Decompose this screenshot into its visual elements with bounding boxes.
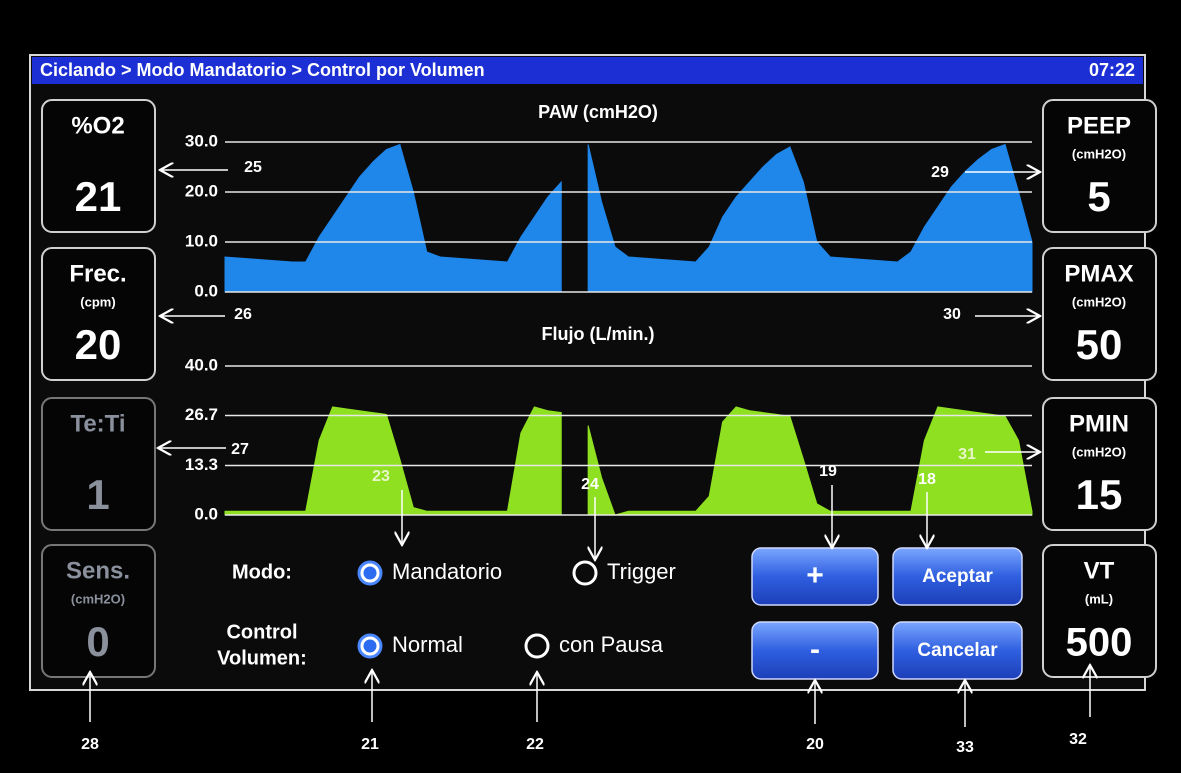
parameter-unit: (cmH2O)	[1072, 444, 1126, 459]
annotation-number: 26	[234, 306, 252, 323]
annotation-number: 24	[581, 476, 599, 493]
parameter-value: 500	[1066, 621, 1133, 665]
parameter-unit: (cpm)	[80, 294, 115, 309]
chart-title: Flujo (L/min.)	[542, 324, 655, 344]
parameter-label: Frec.	[69, 260, 126, 287]
y-tick-label: 40.0	[185, 355, 218, 374]
y-tick-label: 30.0	[185, 131, 218, 150]
annotation-number: 18	[918, 471, 936, 488]
annotation-number: 28	[81, 736, 99, 753]
breadcrumb: Ciclando > Modo Mandatorio > Control por…	[40, 60, 485, 80]
control-label: Modo:	[232, 561, 292, 583]
radio-dot	[364, 567, 377, 580]
y-tick-label: 0.0	[194, 504, 218, 523]
radio-label: Trigger	[607, 559, 676, 584]
y-tick-label: 26.7	[185, 405, 218, 424]
annotation-number: 33	[956, 739, 974, 756]
parameter-unit: (cmH2O)	[71, 591, 125, 606]
control-label: Control	[226, 621, 297, 643]
radio-label: con Pausa	[559, 632, 664, 657]
parameter-unit: (cmH2O)	[1072, 294, 1126, 309]
parameter-label: VT	[1084, 557, 1115, 584]
annotation-number: 27	[231, 441, 249, 458]
parameter-label: Te:Ti	[70, 410, 125, 437]
annotation-number: 29	[931, 164, 949, 181]
parameter-label: %O2	[71, 112, 124, 139]
parameter-label: PMAX	[1064, 260, 1133, 287]
button-label: Aceptar	[922, 566, 993, 587]
y-tick-label: 0.0	[194, 281, 218, 300]
chart-title: PAW (cmH2O)	[538, 102, 658, 122]
parameter-value: 0	[86, 618, 109, 665]
parameter-label: Sens.	[66, 557, 130, 584]
radio-dot	[364, 640, 377, 653]
parameter-value: 5	[1087, 173, 1110, 220]
parameter-value: 21	[75, 173, 122, 220]
screen: Ciclando > Modo Mandatorio > Control por…	[0, 0, 1181, 773]
control-label: Volumen:	[217, 647, 307, 669]
parameter-value: 50	[1076, 321, 1123, 368]
parameter-label: PMIN	[1069, 410, 1129, 437]
annotation-number: 22	[526, 736, 544, 753]
parameter-label: PEEP	[1067, 112, 1131, 139]
button-label: -	[810, 633, 820, 666]
clock: 07:22	[1089, 60, 1135, 80]
button-label: +	[806, 559, 824, 592]
parameter-value: 20	[75, 321, 122, 368]
button-label: Cancelar	[917, 640, 998, 661]
y-tick-label: 20.0	[185, 181, 218, 200]
parameter-unit: (mL)	[1085, 591, 1113, 606]
parameter-unit: (cmH2O)	[1072, 146, 1126, 161]
annotation-number: 30	[943, 306, 961, 323]
parameter-value: 1	[86, 471, 109, 518]
annotation-number: 25	[244, 159, 262, 176]
y-tick-label: 10.0	[185, 231, 218, 250]
parameter-value: 15	[1076, 471, 1123, 518]
annotation-number: 23	[372, 468, 390, 485]
annotation-number: 21	[361, 736, 379, 753]
radio-label: Normal	[392, 632, 463, 657]
annotation-number: 31	[958, 446, 976, 463]
y-tick-label: 13.3	[185, 455, 218, 474]
radio-label: Mandatorio	[392, 559, 502, 584]
annotation-number: 19	[819, 463, 837, 480]
annotation-number: 32	[1069, 731, 1087, 748]
annotation-number: 20	[806, 736, 824, 753]
